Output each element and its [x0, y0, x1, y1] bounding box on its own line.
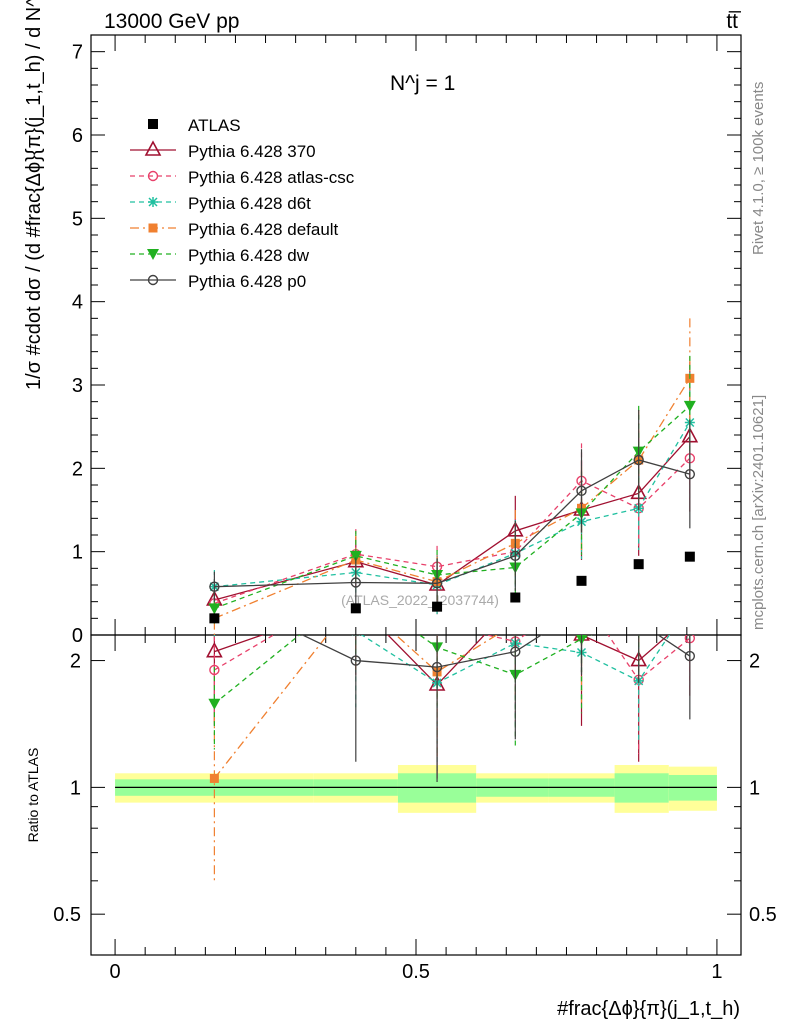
ratio-point	[684, 586, 696, 597]
main-series-line	[214, 422, 691, 588]
legend-marker	[147, 274, 159, 286]
atlas-data-point	[510, 592, 521, 603]
xlabel: #frac{Δϕ}{π}(j_1,t_h)	[557, 998, 740, 1020]
ratio-point	[510, 646, 521, 657]
ratio-point	[685, 599, 695, 609]
ratio-series	[206, 566, 697, 881]
legend-label: Pythia 6.428 dw	[188, 246, 310, 265]
main-ytick-label: 4	[72, 292, 83, 314]
ratio-ytick-label-left: 1	[70, 777, 81, 799]
legend-marker	[147, 170, 159, 182]
main-point	[209, 581, 220, 592]
ratio-ytick-label-right: 0.5	[749, 904, 777, 926]
header-left: 13000 GeV pp	[104, 10, 239, 33]
ratio-point	[633, 609, 645, 620]
xtick-label: 0.5	[402, 961, 430, 983]
ratio-point	[208, 698, 221, 710]
atlas-data-point	[432, 601, 443, 612]
atlas-data-point	[684, 551, 695, 562]
main-ylabel: 1/σ #cdot dσ / (d #frac{Δϕ}{π}(j_1,t_h) …	[23, 0, 45, 390]
ratio-point	[685, 566, 694, 575]
mcplots-label: mcplots.cern.ch [arXiv:2401.10621]	[750, 395, 767, 630]
rivet-label: Rivet 4.1.0, ≥ 100k events	[750, 82, 767, 255]
main-ytick-label: 2	[72, 458, 83, 480]
atlas-data-point	[209, 613, 220, 624]
main-ytick-label: 0	[72, 625, 83, 647]
ratio-point	[511, 619, 520, 628]
ratio-point	[431, 661, 443, 673]
main-point	[683, 400, 696, 412]
ratio-point	[634, 617, 643, 626]
main-series	[206, 318, 699, 635]
main-point	[349, 550, 362, 562]
ratio-ylabel: Ratio to ATLAS	[25, 748, 41, 843]
legend-label: Pythia 6.428 default	[188, 220, 339, 239]
ratio-point	[634, 617, 643, 626]
main-ytick-label: 3	[72, 375, 83, 397]
analysis-watermark: (ATLAS_2022_I2037744)	[341, 592, 499, 608]
xtick-label: 1	[711, 961, 722, 983]
header-right: tt̅	[726, 10, 742, 33]
ratio-series-line	[214, 635, 670, 686]
legend-label: Pythia 6.428 370	[188, 142, 316, 161]
ratio-uncertainty-band	[115, 765, 717, 813]
legend-label: Pythia 6.428 d6t	[188, 194, 311, 213]
legend-label: ATLAS	[188, 116, 241, 135]
main-ytick-label: 1	[72, 542, 83, 564]
ratio-ytick-label-right: 2	[749, 651, 760, 673]
main-ytick-label: 7	[72, 42, 83, 64]
main-point	[633, 454, 644, 466]
xtick-label: 0	[110, 961, 121, 983]
legend-marker	[147, 249, 159, 260]
main-ytick-label: 6	[72, 125, 83, 147]
legend-marker	[144, 140, 162, 156]
atlas-data-point	[633, 559, 644, 570]
panel-title: N^j = 1	[390, 72, 455, 95]
main-point	[684, 468, 696, 480]
main-series-line	[214, 459, 691, 588]
main-point	[510, 550, 521, 562]
ratio-point	[684, 650, 696, 662]
atlas-data-point	[576, 575, 587, 586]
ratio-point	[577, 591, 586, 600]
legend-marker	[148, 197, 158, 207]
ratio-ytick-label-left: 0.5	[53, 904, 81, 926]
atlas-data-point	[350, 603, 361, 614]
legend-label: Pythia 6.428 atlas-csc	[188, 168, 355, 187]
panel-title-text: N^j = 1	[390, 72, 455, 95]
ratio-ytick-label-right: 1	[749, 777, 760, 799]
axes: 0 1 2 3 4 5 6 7 0.5 0.5 1 1 2 2 0 0.5 1	[53, 35, 777, 983]
main-point	[576, 485, 587, 497]
ratio-ytick-label-left: 2	[70, 651, 81, 673]
ratio-point	[209, 773, 219, 783]
legend-marker-atlas	[148, 119, 158, 129]
main-point	[350, 577, 362, 588]
main-series-line	[214, 436, 691, 601]
ratio-point	[683, 608, 697, 621]
legend-marker	[148, 223, 158, 233]
legend: ATLAS Pythia 6.428 370 Pythia 6.428 atlas-…	[130, 116, 355, 291]
legend-label: Pythia 6.428 p0	[188, 272, 306, 291]
ratio-point	[577, 605, 586, 614]
ratio-point	[433, 619, 442, 628]
main-point	[431, 578, 443, 589]
ratio-point	[350, 655, 362, 666]
ratio-point	[209, 664, 220, 676]
main-point	[208, 603, 221, 615]
main-ytick-label: 5	[72, 208, 83, 230]
